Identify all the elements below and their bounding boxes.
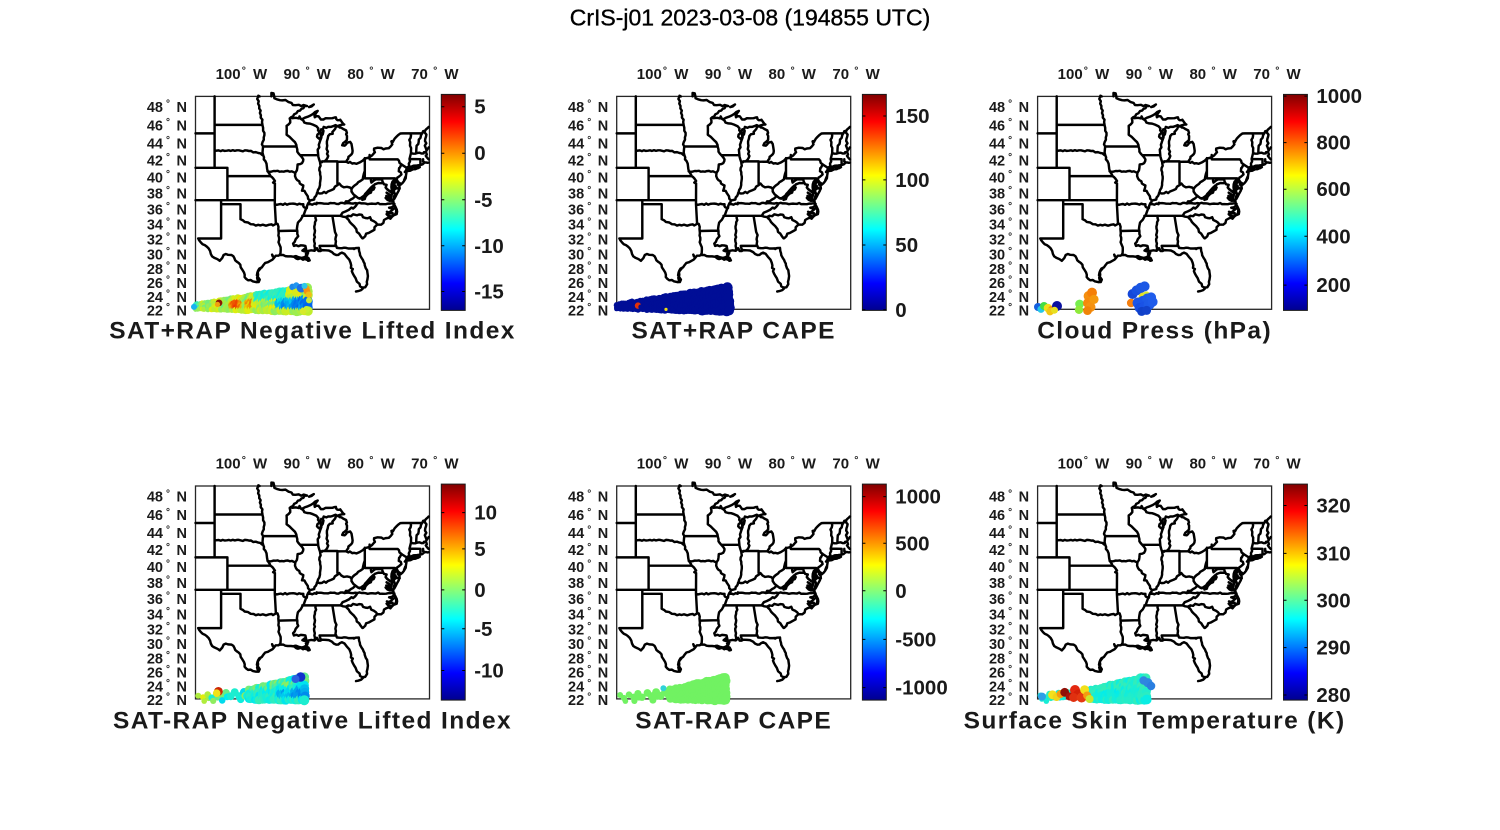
- svg-text:200: 200: [1316, 274, 1350, 297]
- svg-text:-10: -10: [474, 660, 504, 683]
- svg-text:10: 10: [474, 502, 497, 525]
- svg-text:-15: -15: [474, 281, 504, 304]
- svg-text:5: 5: [474, 538, 485, 561]
- svg-text:300: 300: [1316, 589, 1350, 612]
- svg-text:0: 0: [474, 142, 485, 165]
- svg-text:Surface Skin Temperature (K): Surface Skin Temperature (K): [964, 707, 1346, 734]
- svg-text:0: 0: [474, 579, 485, 602]
- svg-text:-10: -10: [474, 235, 504, 258]
- svg-text:5: 5: [474, 96, 485, 119]
- svg-text:-500: -500: [895, 628, 936, 651]
- svg-text:280: 280: [1316, 684, 1350, 707]
- svg-text:SAT+RAP CAPE: SAT+RAP CAPE: [631, 318, 835, 345]
- svg-text:290: 290: [1316, 637, 1350, 660]
- svg-text:SAT+RAP Negative Lifted Index: SAT+RAP Negative Lifted Index: [109, 318, 516, 345]
- svg-text:310: 310: [1316, 542, 1350, 565]
- svg-text:-1000: -1000: [895, 677, 947, 700]
- svg-text:100: 100: [895, 169, 929, 192]
- svg-text:800: 800: [1316, 132, 1350, 155]
- svg-text:-5: -5: [474, 189, 492, 212]
- svg-text:-5: -5: [474, 618, 492, 641]
- svg-text:1000: 1000: [1316, 85, 1362, 108]
- svg-text:320: 320: [1316, 495, 1350, 518]
- svg-text:50: 50: [895, 234, 918, 257]
- svg-text:Cloud Press (hPa): Cloud Press (hPa): [1037, 318, 1272, 345]
- svg-text:CrIS-j01 2023-03-08 (194855 UT: CrIS-j01 2023-03-08 (194855 UTC): [570, 5, 931, 31]
- svg-text:SAT-RAP Negative Lifted Index: SAT-RAP Negative Lifted Index: [113, 707, 512, 734]
- svg-text:400: 400: [1316, 225, 1350, 248]
- svg-text:500: 500: [895, 532, 929, 555]
- svg-text:1000: 1000: [895, 486, 941, 509]
- svg-text:600: 600: [1316, 178, 1350, 201]
- svg-text:150: 150: [895, 105, 929, 128]
- svg-text:0: 0: [895, 299, 906, 322]
- svg-text:SAT-RAP CAPE: SAT-RAP CAPE: [635, 707, 832, 734]
- svg-text:0: 0: [895, 580, 906, 603]
